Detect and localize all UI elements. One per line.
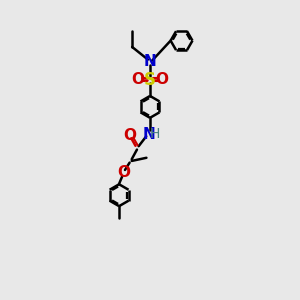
Text: N: N bbox=[144, 54, 156, 69]
Text: O: O bbox=[123, 128, 136, 143]
Text: O: O bbox=[156, 72, 169, 87]
Text: H: H bbox=[149, 127, 160, 141]
Text: S: S bbox=[144, 70, 156, 88]
Text: O: O bbox=[131, 72, 144, 87]
Text: N: N bbox=[142, 127, 155, 142]
Text: O: O bbox=[117, 165, 130, 180]
